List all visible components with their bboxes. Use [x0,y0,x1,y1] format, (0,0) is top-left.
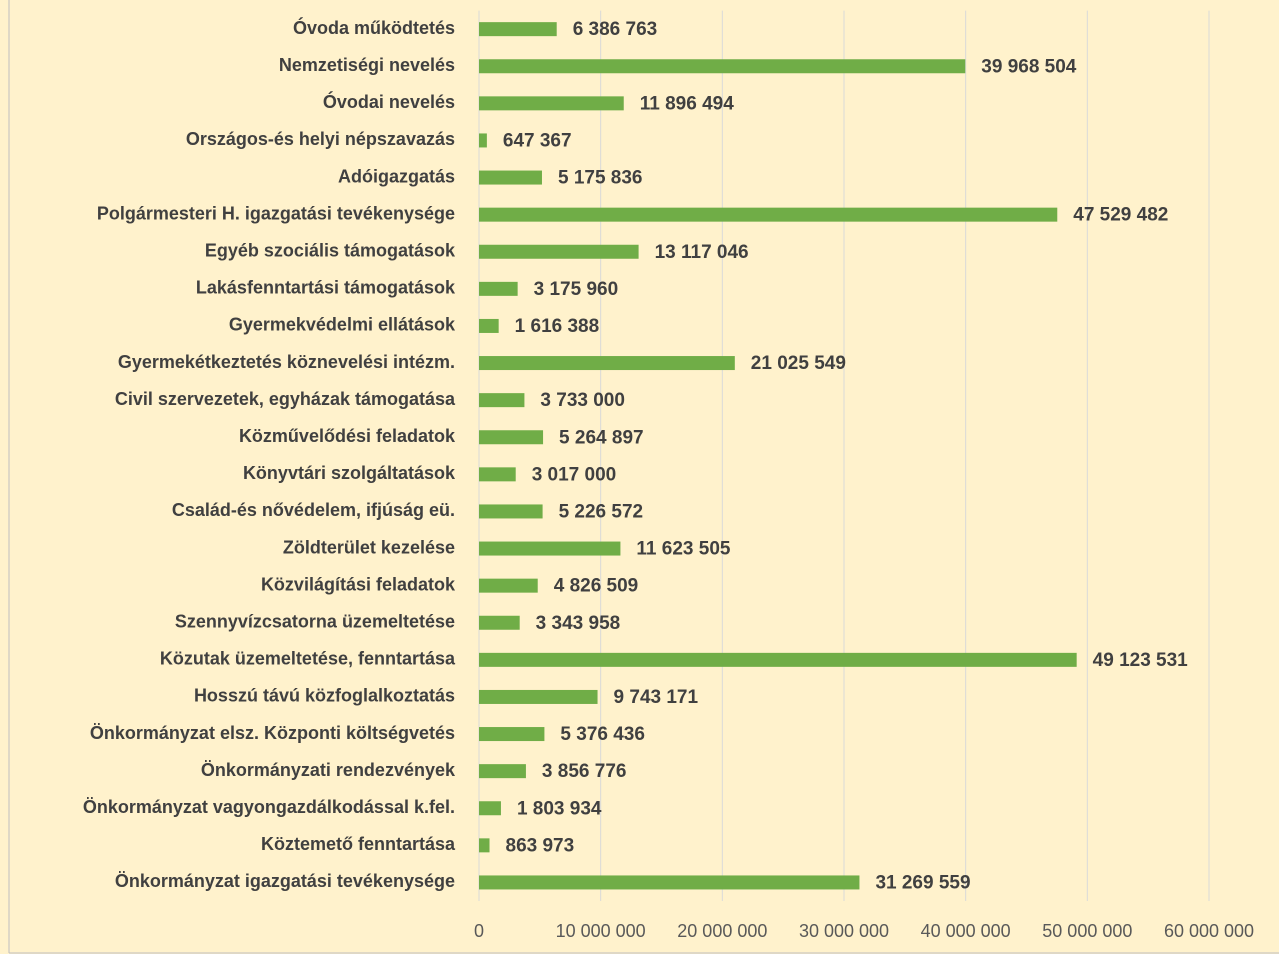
bar [479,318,499,333]
bar [479,578,538,593]
y-tick-label: Lakásfenntartási támogatások [196,278,456,298]
y-tick-label: Adóigazgatás [338,166,455,186]
bar [479,133,487,148]
bar [479,838,490,853]
bar [479,689,598,704]
x-tick-label: 30 000 000 [799,921,889,941]
bar [479,22,557,37]
y-tick-label: Önkormányzat elsz. Központi költségvetés [90,723,455,743]
y-tick-label: Gyermekétkeztetés köznevelési intézm. [118,352,455,372]
data-label: 1 803 934 [517,798,602,819]
data-label: 3 343 958 [536,613,621,634]
y-tick-label: Köztemető fenntartása [261,834,456,854]
bar [479,356,735,371]
bar [479,504,543,519]
x-tick-label: 50 000 000 [1042,921,1132,941]
y-tick-label: Óvoda működtetés [293,17,455,38]
data-label: 5 264 897 [559,427,644,448]
bar [479,96,624,111]
x-tick-label: 40 000 000 [921,921,1011,941]
data-label: 4 826 509 [554,576,639,597]
x-tick-label: 60 000 000 [1164,921,1254,941]
data-label: 47 529 482 [1073,205,1168,226]
bar [479,430,544,445]
data-label: 3 017 000 [532,464,617,485]
y-tick-label: Nemzetiségi nevelés [279,55,455,75]
data-label: 5 376 436 [560,724,645,745]
x-tick-label: 0 [474,921,484,941]
y-tick-label: Szennyvízcsatorna üzemeltetése [175,612,455,632]
data-label: 6 386 763 [573,19,658,40]
bar [479,764,526,779]
data-label: 9 743 171 [614,687,699,708]
y-tick-label: Civil szervezetek, egyházak támogatása [115,389,456,409]
bar [479,393,525,408]
bar [479,652,1077,667]
data-label: 11 896 494 [640,93,734,114]
bar [479,875,860,890]
data-label: 21 025 549 [751,353,846,374]
data-label: 3 733 000 [540,390,625,411]
y-tick-label: Közutak üzemeltetése, fenntartása [160,649,456,669]
y-tick-label: Gyermekvédelmi ellátások [229,315,456,335]
y-tick-label: Országos-és helyi népszavazás [186,129,455,149]
y-tick-label: Óvodai nevelés [323,91,455,112]
data-label: 13 117 046 [655,242,749,263]
data-label: 1 616 388 [515,316,600,337]
y-tick-label: Közvilágítási feladatok [261,574,456,594]
data-label: 5 175 836 [558,168,643,189]
bar [479,59,966,74]
data-label: 31 269 559 [875,872,970,893]
bar [479,615,520,630]
data-label: 3 856 776 [542,761,627,782]
y-tick-label: Könyvtári szolgáltatások [243,463,456,483]
bar [479,727,545,742]
y-tick-label: Polgármesteri H. igazgatási tevékenysége [97,203,455,223]
data-label: 49 123 531 [1093,650,1189,671]
y-tick-label: Önkormányzati rendezvények [201,760,456,780]
x-tick-label: 20 000 000 [677,921,767,941]
y-tick-label: Hosszú távú közfoglalkoztatás [194,686,455,706]
bar [479,467,516,482]
y-tick-label: Zöldterület kezelése [283,537,455,557]
bar [479,207,1058,222]
bar [479,541,621,556]
bar [479,244,639,259]
data-label: 11 623 505 [636,539,730,560]
y-tick-label: Önkormányzat igazgatási tevékenysége [115,871,455,891]
bar [479,801,501,816]
data-label: 3 175 960 [534,279,619,300]
y-tick-label: Család-és nővédelem, ifjúság eü. [172,500,455,520]
data-label: 5 226 572 [559,501,644,522]
y-tick-label: Közművelődési feladatok [239,426,456,446]
bar [479,281,518,296]
bar [479,170,542,185]
data-label: 647 367 [503,130,572,151]
x-tick-label: 10 000 000 [556,921,646,941]
y-tick-label: Egyéb szociális támogatások [205,241,456,261]
data-label: 39 968 504 [981,56,1077,77]
y-tick-label: Önkormányzat vagyongazdálkodással k.fel. [83,797,455,817]
data-label: 863 973 [506,835,575,856]
